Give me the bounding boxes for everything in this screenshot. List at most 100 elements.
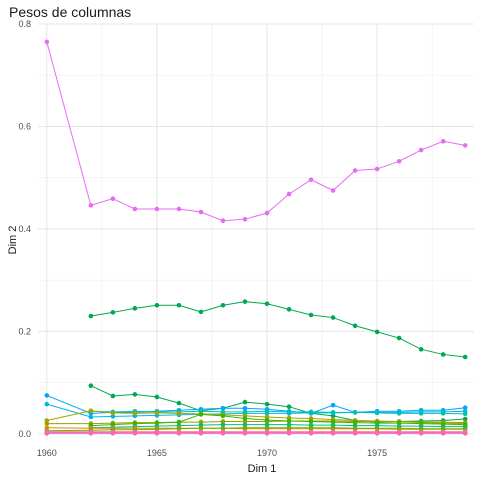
data-point bbox=[440, 411, 446, 416]
x-axis-label: Dim 1 bbox=[248, 463, 277, 475]
data-point bbox=[418, 147, 424, 153]
data-point bbox=[418, 431, 424, 436]
data-point bbox=[308, 419, 314, 424]
data-point bbox=[44, 421, 50, 426]
data-point bbox=[154, 206, 160, 212]
data-point bbox=[308, 431, 314, 436]
data-point bbox=[374, 329, 380, 335]
data-point bbox=[154, 410, 160, 416]
data-point bbox=[330, 315, 336, 320]
data-point bbox=[264, 425, 270, 431]
data-point bbox=[286, 409, 292, 415]
y-tick-label: 0.2 bbox=[18, 326, 31, 336]
x-axis-ticks: 1960 1965 1970 1975 bbox=[37, 448, 387, 458]
data-point bbox=[352, 168, 358, 173]
data-point bbox=[308, 177, 314, 183]
y-tick-label: 0.8 bbox=[18, 19, 31, 29]
data-point bbox=[462, 431, 468, 436]
data-point bbox=[242, 405, 248, 411]
data-point bbox=[286, 431, 292, 436]
data-point bbox=[396, 411, 402, 416]
data-point bbox=[110, 393, 116, 399]
data-point bbox=[374, 410, 380, 416]
data-point bbox=[220, 218, 226, 224]
x-tick-label: 1965 bbox=[147, 448, 167, 458]
data-point bbox=[88, 383, 94, 388]
data-point bbox=[352, 425, 358, 431]
data-point bbox=[198, 431, 204, 436]
data-point bbox=[440, 431, 446, 436]
data-point bbox=[176, 206, 182, 212]
data-point bbox=[330, 425, 336, 431]
data-point bbox=[440, 352, 446, 357]
data-point bbox=[220, 302, 226, 308]
data-point bbox=[198, 412, 204, 417]
data-point bbox=[286, 191, 292, 197]
y-tick-label: 0.0 bbox=[18, 429, 31, 439]
data-point bbox=[176, 302, 182, 308]
data-point bbox=[242, 299, 248, 304]
series-line bbox=[90, 410, 466, 415]
data-point bbox=[132, 206, 138, 212]
x-tick-label: 1960 bbox=[37, 448, 57, 458]
data-point bbox=[330, 402, 336, 408]
data-point bbox=[352, 431, 358, 436]
data-point bbox=[154, 394, 160, 400]
data-point bbox=[110, 310, 116, 315]
data-point bbox=[176, 419, 182, 425]
data-point bbox=[44, 393, 50, 398]
data-point bbox=[220, 431, 226, 436]
data-point bbox=[110, 410, 116, 416]
data-point bbox=[88, 313, 94, 319]
data-point bbox=[198, 309, 204, 315]
data-point bbox=[220, 425, 226, 431]
data-point bbox=[44, 431, 50, 436]
data-point bbox=[462, 405, 468, 411]
data-point bbox=[198, 209, 204, 215]
data-point bbox=[132, 392, 138, 397]
data-point bbox=[264, 431, 270, 436]
data-point bbox=[308, 312, 314, 318]
data-point bbox=[154, 431, 160, 436]
data-point bbox=[396, 335, 402, 341]
data-point bbox=[110, 196, 116, 201]
data-point bbox=[330, 188, 336, 193]
data-point bbox=[176, 411, 182, 416]
data-point bbox=[132, 411, 138, 416]
series-layer bbox=[44, 39, 468, 436]
data-point bbox=[242, 216, 248, 222]
data-point bbox=[242, 409, 248, 415]
data-point bbox=[286, 404, 292, 410]
data-point bbox=[132, 431, 138, 436]
data-point bbox=[88, 408, 94, 414]
y-axis-ticks: 0.0 0.2 0.4 0.6 0.8 bbox=[18, 19, 31, 439]
data-point bbox=[242, 431, 248, 436]
data-point bbox=[154, 302, 160, 308]
data-point bbox=[242, 399, 248, 405]
x-tick-label: 1970 bbox=[257, 448, 277, 458]
data-point bbox=[88, 431, 94, 436]
data-point bbox=[308, 409, 314, 415]
data-point bbox=[396, 425, 402, 431]
data-point bbox=[264, 210, 270, 216]
data-point bbox=[44, 401, 50, 407]
data-point bbox=[132, 306, 138, 311]
y-tick-label: 0.6 bbox=[18, 121, 31, 131]
data-point bbox=[352, 323, 358, 329]
data-point bbox=[396, 159, 402, 164]
series-rose bbox=[44, 431, 468, 436]
data-point bbox=[462, 354, 468, 360]
data-point bbox=[44, 39, 50, 45]
data-point bbox=[286, 418, 292, 424]
data-point bbox=[462, 416, 468, 422]
data-point bbox=[220, 405, 226, 411]
data-point bbox=[264, 301, 270, 307]
data-point bbox=[242, 416, 248, 421]
series-line bbox=[90, 413, 466, 427]
data-point bbox=[198, 425, 204, 431]
data-point bbox=[440, 139, 446, 144]
series-magenta bbox=[44, 39, 468, 224]
